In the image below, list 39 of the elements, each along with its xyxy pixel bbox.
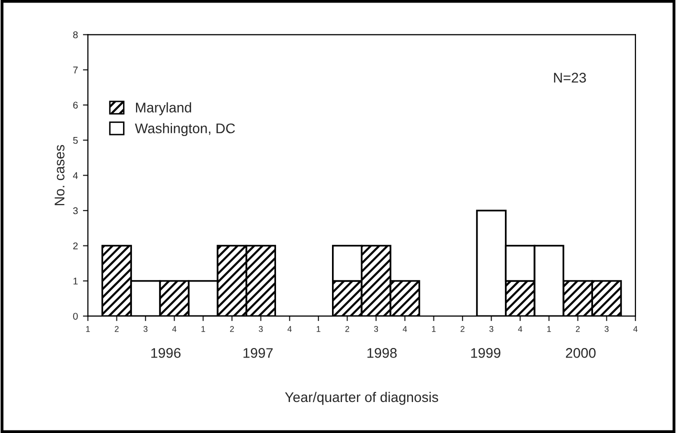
annotation: N=23	[554, 72, 586, 83]
x-tick-label: 1	[86, 326, 90, 332]
text: 1999	[471, 348, 500, 358]
y-tick-label: 7	[73, 66, 78, 74]
legend-label: Maryland	[136, 102, 192, 116]
x-tick-label: 2	[345, 326, 350, 332]
x-tick-label: 4	[518, 326, 522, 332]
text: 2000	[566, 348, 596, 358]
x-tick-label: 2	[230, 326, 234, 332]
legend-label: Washington, DC	[134, 123, 235, 136]
y-tick-label: 4	[72, 172, 78, 179]
x-tick-label: 3	[489, 326, 494, 332]
text: 1998	[367, 348, 397, 358]
y-axis-title: No. cases	[54, 144, 64, 206]
x-axis-title: Year/quarter of diagnosis	[285, 392, 438, 405]
x-tick-label: 1	[201, 326, 206, 332]
y-tick-label: 2	[73, 242, 78, 250]
x-tick-label: 1	[547, 326, 551, 332]
x-tick-label: 4	[172, 326, 176, 332]
y-tick-label: 6	[73, 102, 78, 109]
x-tick-label: 1	[316, 326, 320, 332]
y-tick-label: 5	[73, 137, 78, 144]
text: 1996	[151, 348, 181, 358]
x-tick-label: 2	[576, 326, 580, 332]
x-tick-label: 4	[633, 326, 638, 332]
x-tick-label: 4	[402, 326, 407, 332]
x-tick-label: 3	[374, 326, 378, 332]
x-tick-label: 3	[604, 326, 609, 332]
y-tick-label: 8	[73, 31, 78, 38]
y-tick-label: 0	[73, 312, 78, 320]
y-tick-label: 1	[73, 278, 78, 284]
text: 1997	[244, 348, 273, 358]
x-tick-label: 4	[287, 326, 292, 332]
x-tick-label: 3	[258, 326, 263, 332]
x-tick-label: 2	[114, 326, 119, 332]
x-tick-label: 3	[144, 326, 148, 332]
x-tick-label: 1	[432, 326, 436, 332]
x-tick-label: 2	[460, 326, 464, 332]
y-tick-label: 3	[73, 207, 78, 214]
